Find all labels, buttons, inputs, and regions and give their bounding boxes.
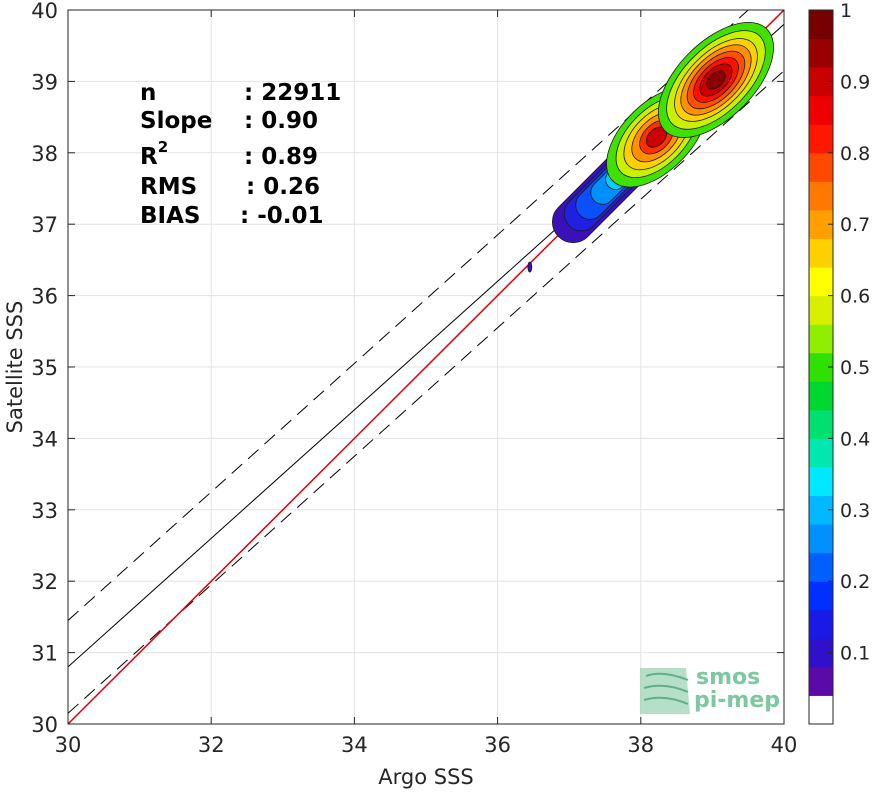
colorbar-swatch (809, 267, 833, 297)
colorbar-swatch (809, 10, 833, 40)
x-tick-label: 38 (627, 733, 654, 757)
y-tick-label: 34 (31, 427, 58, 451)
y-tick-label: 40 (31, 0, 58, 23)
density-contours (527, 22, 774, 273)
colorbar-tick-label: 0.2 (840, 571, 870, 593)
stat-r2-base: R (140, 144, 158, 170)
colorbar-tick-label: 0.1 (840, 643, 870, 665)
colorbar-tick-label: 0.4 (840, 428, 870, 450)
y-tick-label: 36 (31, 285, 58, 309)
y-tick-label: 35 (31, 356, 58, 380)
colorbar-tick-label: 0.3 (840, 500, 870, 522)
colorbar-swatch (809, 666, 833, 696)
logo-text-pimep: pi-mep (694, 688, 780, 713)
fit-band-lower-line (68, 70, 784, 714)
stat-rms-label: RMS (140, 174, 197, 200)
y-tick-label: 38 (31, 142, 58, 166)
stat-bias-label: BIAS (140, 203, 200, 229)
x-tick-label: 36 (484, 733, 511, 757)
colorbar-swatch (809, 409, 833, 439)
colorbar-swatch (809, 295, 833, 325)
y-tick-label: 30 (31, 713, 58, 737)
y-tick-label: 33 (31, 499, 58, 523)
colorbar-swatch (809, 552, 833, 582)
stat-bias-value: : -0.01 (240, 203, 324, 229)
stat-r2-label: R2 (140, 138, 168, 170)
logo-text-smos: smos (696, 665, 760, 690)
colorbar-swatch (809, 695, 833, 725)
y-tick-label: 31 (31, 642, 58, 666)
x-tick-label: 40 (771, 733, 798, 757)
colorbar-swatch (809, 38, 833, 68)
fit-band-upper-line (68, 10, 749, 621)
stat-n-label: n (140, 80, 156, 106)
x-axis-ticks: 30 32 34 36 38 40 (55, 10, 798, 757)
y-tick-label: 39 (31, 70, 58, 94)
colorbar-swatch (809, 324, 833, 354)
x-tick-label: 30 (55, 733, 82, 757)
stat-r2-sup: 2 (158, 138, 168, 156)
contour-blip (527, 261, 533, 273)
grid (67, 9, 785, 725)
colorbar-swatch (809, 124, 833, 154)
stat-rms-value: : 0.26 (246, 174, 320, 200)
logo-wave-icon (640, 668, 690, 714)
colorbar-swatch (809, 438, 833, 468)
colorbar-swatch (809, 381, 833, 411)
colorbar-tick-label: 0.5 (840, 357, 870, 379)
x-tick-label: 34 (341, 733, 368, 757)
stat-n-value: : 22911 (244, 80, 341, 106)
colorbar-swatch (809, 581, 833, 611)
stats-block: n : 22911 Slope : 0.90 R2 : 0.89 RMS : 0… (140, 80, 341, 229)
smos-pi-mep-logo: smos pi-mep (640, 665, 780, 714)
colorbar-swatch (809, 95, 833, 125)
colorbar-swatch (809, 181, 833, 211)
colorbar-swatch (809, 238, 833, 268)
colorbar-tick-label: 0.9 (840, 71, 870, 93)
colorbar-swatch (809, 609, 833, 639)
colorbar-tick-label: 1 (840, 0, 852, 22)
x-axis-label: Argo SSS (378, 765, 473, 789)
colorbar-tick-label: 0.8 (840, 143, 870, 165)
colorbar-swatch (809, 524, 833, 554)
colorbar-tick-label: 0.6 (840, 286, 870, 308)
y-axis-label: Satellite SSS (3, 301, 27, 434)
x-tick-label: 32 (198, 733, 225, 757)
contour-peak-b (706, 70, 726, 90)
colorbar-tick-label: 0.7 (840, 214, 870, 236)
colorbar-swatch (809, 466, 833, 497)
colorbar: 0.1 0.2 0.3 0.4 0.5 0.6 0.7 0.8 0.9 1 (808, 0, 870, 725)
y-tick-label: 32 (31, 570, 58, 594)
stat-r2-value: : 0.89 (244, 144, 318, 170)
colorbar-swatch (809, 152, 833, 182)
stat-slope-label: Slope (140, 108, 212, 134)
y-tick-label: 37 (31, 213, 58, 237)
y-axis-ticks: 30 31 32 33 34 35 36 37 38 39 40 (31, 0, 784, 737)
stat-slope-value: : 0.90 (244, 108, 318, 134)
